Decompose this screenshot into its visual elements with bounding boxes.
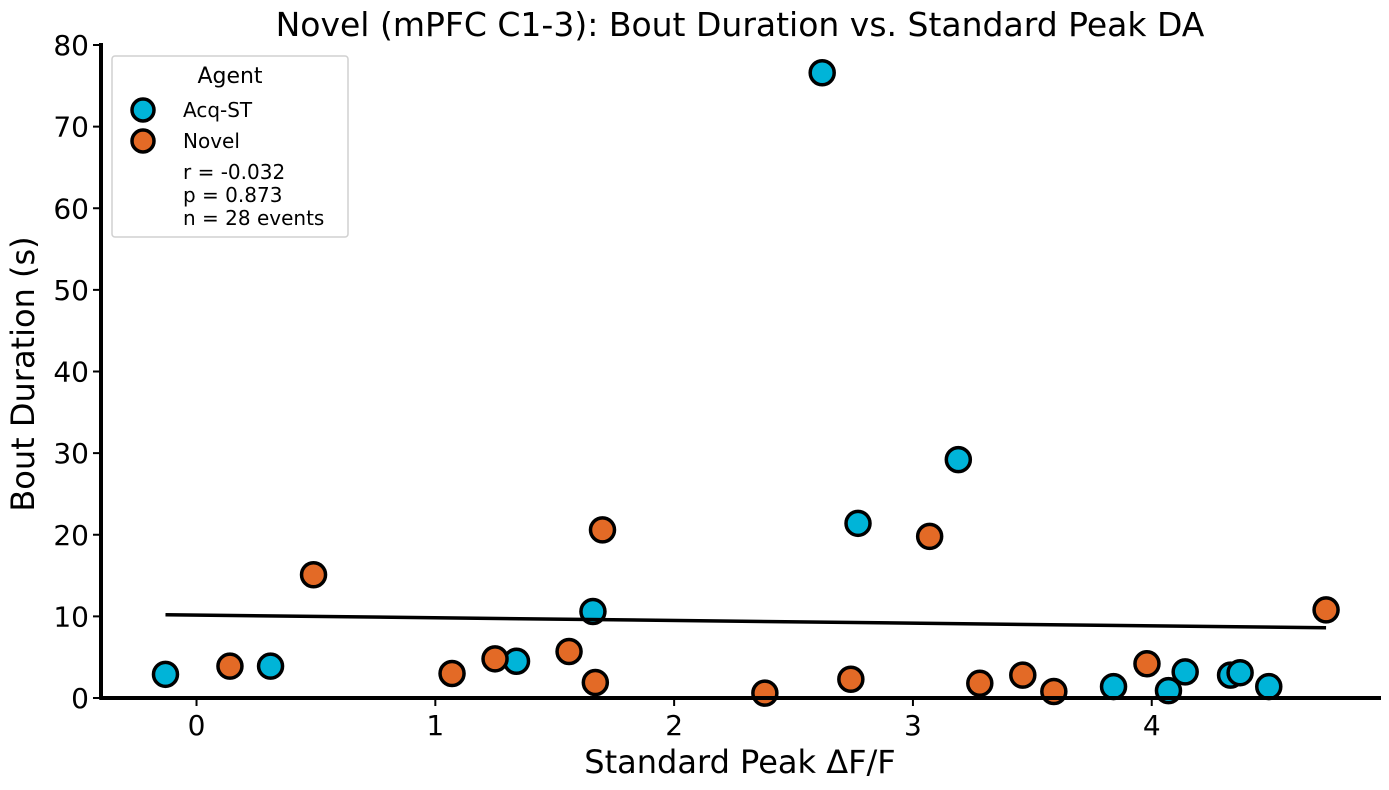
data-point-novel-10	[966, 669, 994, 698]
y-tick-label-0: 0	[71, 682, 89, 715]
data-point-novel-1	[299, 560, 328, 589]
x-tick-label-1: 1	[426, 709, 444, 742]
data-point-acq-st-0	[151, 660, 180, 689]
data-point-acq-st-1	[256, 652, 285, 680]
x-tick-label-3: 3	[904, 709, 922, 742]
data-point-acq-st-11	[1226, 658, 1254, 687]
data-point-novel-3	[481, 645, 509, 673]
data-point-acq-st-9	[1171, 658, 1199, 686]
y-tick-label-5: 50	[53, 274, 89, 307]
legend-marker-1	[130, 128, 156, 154]
legend-title: Agent	[197, 64, 262, 89]
fit-layer	[165, 612, 1327, 630]
x-tick-label-2: 2	[665, 709, 683, 742]
legend-marker-0	[130, 97, 156, 123]
data-point-acq-st-6	[944, 445, 973, 474]
y-axis-label: Bout Duration (s)	[4, 236, 42, 511]
y-tick-label-4: 40	[53, 356, 89, 389]
data-point-novel-6	[588, 516, 617, 544]
data-point-novel-13	[1133, 649, 1161, 678]
chart-title: Novel (mPFC C1-3): Bout Duration vs. Sta…	[276, 5, 1205, 44]
y-tick-label-1: 10	[53, 600, 89, 633]
data-point-novel-9	[915, 522, 944, 551]
y-tick-label-7: 70	[53, 111, 89, 144]
data-point-novel-7	[751, 679, 779, 707]
y-tick-label-6: 60	[53, 192, 89, 225]
legend-stat-1: p = 0.873	[183, 183, 282, 207]
data-point-acq-st-12	[1255, 672, 1283, 701]
x-tick-label-0: 0	[188, 709, 206, 742]
x-tick-label-4: 4	[1143, 709, 1161, 742]
data-point-novel-14	[1312, 596, 1340, 624]
legend-stat-2: n = 28 events	[183, 206, 324, 230]
y-tick-label-2: 20	[53, 519, 89, 552]
data-point-novel-4	[555, 637, 583, 666]
data-point-acq-st-7	[1099, 672, 1128, 701]
data-point-novel-2	[438, 659, 466, 688]
data-point-acq-st-4	[808, 59, 836, 87]
data-point-acq-st-5	[844, 509, 872, 538]
data-point-novel-8	[837, 665, 865, 693]
data-point-novel-0	[216, 652, 244, 680]
x-axis-label: Standard Peak ΔF/F	[584, 743, 895, 781]
legend-label-0: Acq-ST	[183, 98, 253, 122]
regression-line	[165, 612, 1327, 630]
y-tick-label-8: 80	[53, 29, 89, 62]
legend-frame	[111, 55, 349, 238]
legend-stat-0: r = -0.032	[183, 160, 285, 184]
y-tick-label-3: 30	[53, 437, 89, 470]
data-point-novel-5	[581, 668, 610, 697]
legend-label-1: Novel	[183, 129, 240, 153]
data-point-novel-11	[1009, 661, 1037, 689]
data-point-acq-st-3	[579, 597, 607, 626]
